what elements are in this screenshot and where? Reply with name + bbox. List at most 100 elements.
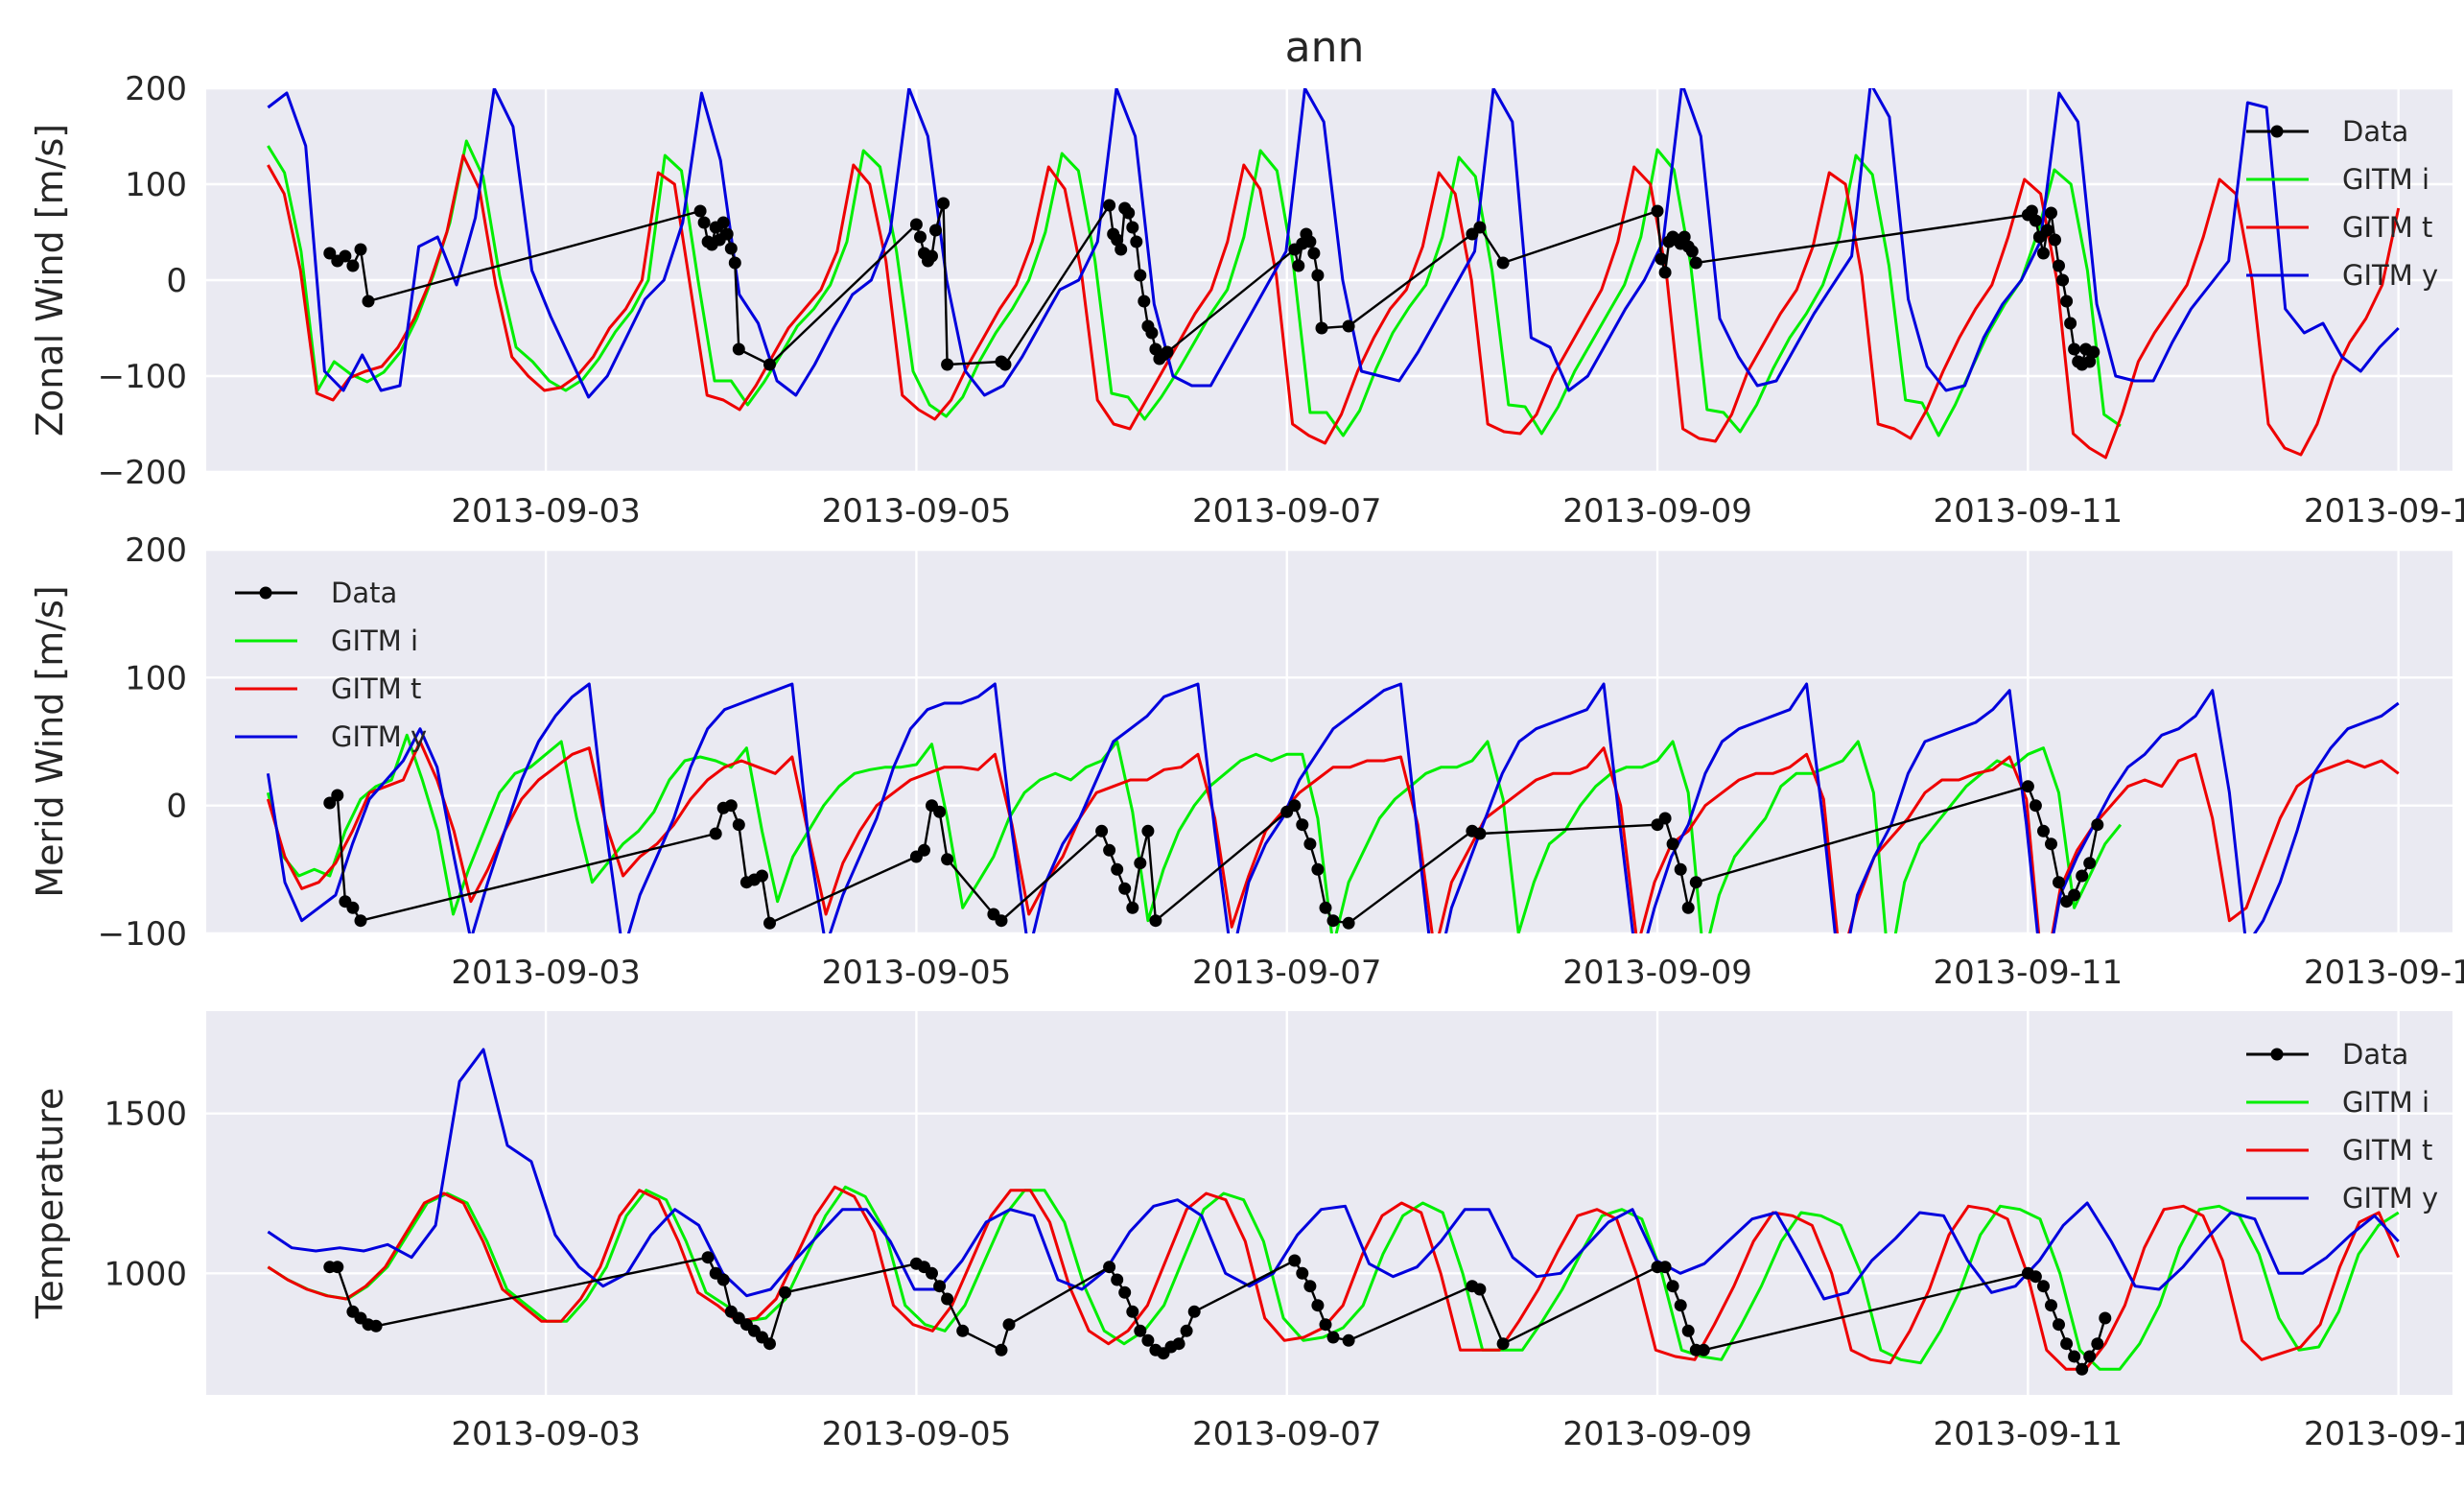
data-point — [2076, 1362, 2089, 1376]
y-axis-label: Temperature — [29, 1088, 71, 1320]
data-point — [2099, 1311, 2112, 1325]
data-point — [701, 1251, 715, 1264]
data-point — [2053, 1318, 2065, 1332]
data-point — [1126, 1305, 1139, 1318]
y-tick-label: 0 — [166, 262, 187, 300]
y-tick-label: −100 — [98, 358, 187, 396]
data-point — [1103, 843, 1116, 857]
data-point — [716, 216, 730, 229]
data-point — [1307, 247, 1321, 260]
data-point — [1689, 876, 1702, 889]
data-point — [995, 914, 1008, 928]
data-point — [1111, 1273, 1124, 1286]
data-point — [2060, 295, 2074, 308]
data-point — [1674, 862, 1687, 876]
legend-marker — [2270, 1048, 2284, 1061]
data-point — [926, 249, 938, 263]
data-point — [720, 227, 734, 241]
data-point — [2037, 1280, 2050, 1293]
data-point — [1666, 1280, 1679, 1293]
data-point — [1126, 901, 1139, 914]
data-point — [909, 218, 923, 231]
data-point — [362, 295, 375, 308]
x-tick-label: 2013-09-03 — [451, 492, 641, 531]
data-point — [709, 827, 722, 840]
data-point — [1666, 837, 1679, 851]
data-point — [1496, 256, 1510, 270]
data-point — [1134, 269, 1147, 282]
y-axis-label: Zonal Wind [m/s] — [29, 124, 71, 436]
data-point — [1292, 259, 1305, 272]
legend-gitm-y-label: GITM y — [2342, 259, 2438, 292]
data-point — [998, 358, 1012, 371]
data-point — [1141, 824, 1155, 837]
data-point — [2041, 224, 2053, 237]
legend-marker — [2270, 125, 2284, 138]
data-point — [941, 1292, 954, 1306]
data-point — [1122, 206, 1136, 220]
data-point — [1496, 1337, 1510, 1351]
legend-gitm-i-label: GITM i — [2342, 163, 2429, 196]
data-point — [1172, 1337, 1185, 1351]
data-point — [941, 358, 954, 371]
data-point — [933, 805, 947, 818]
legend-data-label: Data — [2342, 1038, 2408, 1071]
data-point — [1296, 1266, 1309, 1280]
x-tick-label: 2013-09-13 — [2304, 954, 2464, 992]
data-point — [1288, 799, 1302, 813]
x-tick-label: 2013-09-11 — [1934, 954, 2124, 992]
data-point — [2083, 1350, 2097, 1363]
data-point — [1473, 827, 1487, 840]
panel-3: 2013-09-03 2013-09-05 2013-09-07 2013-09-09… — [29, 1011, 2464, 1453]
data-point — [1145, 326, 1159, 340]
panel-2: 2013-09-03 2013-09-05 2013-09-07 2013-09-09… — [29, 531, 2464, 992]
data-point — [2021, 780, 2034, 793]
data-point — [346, 259, 360, 272]
x-tick-label: 2013-09-09 — [1562, 954, 1752, 992]
x-tick-label: 2013-09-05 — [822, 1415, 1012, 1453]
data-point — [2053, 876, 2065, 889]
data-point — [1473, 221, 1487, 234]
data-point — [779, 1286, 792, 1299]
panel-1: 2013-09-03 2013-09-05 2013-09-07 2013-09-09… — [29, 70, 2464, 531]
series-gitm-i-line — [266, 733, 2123, 933]
data-point — [1319, 901, 1332, 914]
legend-data-label: Data — [331, 577, 397, 609]
data-point — [1658, 266, 1672, 279]
data-point — [763, 358, 776, 371]
x-tick-label: 2013-09-13 — [2304, 1415, 2464, 1453]
x-tick-label: 2013-09-05 — [822, 492, 1012, 531]
data-point — [2083, 355, 2097, 368]
data-point — [724, 799, 738, 813]
data-point — [2068, 888, 2081, 902]
data-point — [2091, 1337, 2104, 1351]
data-point — [1342, 1333, 1355, 1347]
data-point — [1138, 295, 1151, 308]
series-gitm-t-line — [267, 1185, 2401, 1371]
data-point — [918, 843, 930, 857]
y-tick-label: −100 — [98, 915, 187, 954]
data-point — [1002, 1318, 1016, 1332]
data-point — [369, 1319, 383, 1333]
data-point — [1326, 1331, 1340, 1344]
y-tick-label: 1500 — [104, 1096, 187, 1134]
data-point — [2053, 259, 2065, 272]
data-point — [2037, 824, 2050, 837]
data-point — [1303, 837, 1317, 851]
legend-gitm-y-label: GITM y — [2342, 1182, 2438, 1215]
data-point — [339, 249, 352, 263]
data-point — [1130, 235, 1143, 248]
x-tick-label: 2013-09-07 — [1192, 492, 1382, 531]
data-point — [1311, 269, 1325, 282]
data-point — [1303, 1280, 1317, 1293]
y-axis-label: Merid Wind [m/s] — [29, 585, 71, 897]
data-point — [724, 242, 738, 255]
x-tick-label: 2013-09-09 — [1562, 492, 1752, 531]
data-point — [1315, 321, 1328, 335]
series-gitm-t-line — [266, 740, 2400, 933]
x-tick-label: 2013-09-05 — [822, 954, 1012, 992]
data-point — [354, 243, 367, 256]
data-point — [354, 914, 367, 928]
series-gitm-y-line — [266, 682, 2400, 933]
